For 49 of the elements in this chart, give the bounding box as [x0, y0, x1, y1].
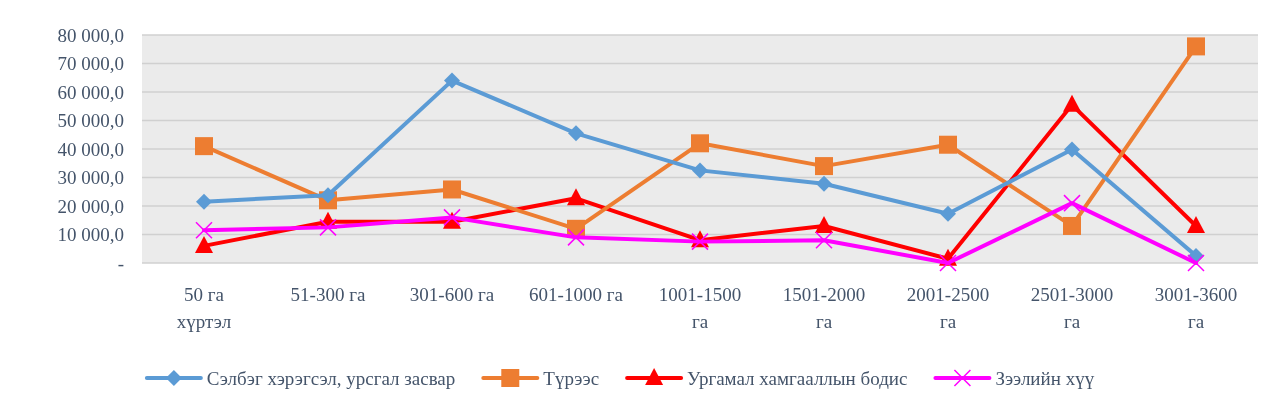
legend-label: Сэлбэг хэрэгсэл, урсгал засвар: [206, 367, 456, 389]
point: [567, 228, 585, 247]
point: [195, 221, 213, 239]
x-tick-label: 2501-3000 га: [1030, 284, 1114, 332]
point: [196, 193, 212, 210]
point: [444, 72, 460, 89]
x-tick-label: 50 га хүртэл: [176, 284, 232, 332]
x-tick-label: 1501-2000 га: [782, 284, 866, 332]
legend-label: Зээлийн хүү: [995, 367, 1095, 389]
point: [815, 231, 833, 249]
x-tick-label: 301-600 га: [409, 284, 495, 305]
point: [568, 125, 584, 142]
y-tick-label: 30 000,0: [57, 167, 124, 189]
point: [815, 215, 833, 233]
y-tick-label: 10 000,0: [57, 224, 124, 246]
point: [1063, 216, 1081, 235]
point: [816, 175, 832, 192]
y-tick-label: 40 000,0: [57, 138, 124, 160]
x-tick-label: 51-300 га: [290, 284, 366, 305]
point: [1063, 194, 1081, 212]
point: [691, 134, 709, 153]
point: [1063, 94, 1081, 112]
point: [939, 135, 957, 154]
point: [443, 180, 461, 199]
point: [815, 157, 833, 176]
point: [1064, 141, 1080, 158]
point: [195, 235, 213, 253]
point: [195, 137, 213, 156]
x-tick-label: 3001-3600 га: [1154, 284, 1238, 332]
x-tick-label: 1001-1500 га: [658, 284, 742, 332]
y-tick-label: 80 000,0: [57, 24, 124, 46]
y-tick-label: 50 000,0: [57, 110, 124, 132]
x-tick-label: 2001-2500 га: [906, 284, 990, 332]
point: [319, 218, 337, 237]
y-tick-label: -: [117, 252, 124, 274]
y-tick-label: 70 000,0: [57, 53, 124, 75]
point: [939, 254, 957, 272]
point: [1187, 37, 1205, 56]
point: [940, 205, 956, 222]
legend-label: Ургамал хамгааллын бодис: [687, 367, 908, 389]
y-tick-label: 20 000,0: [57, 195, 124, 217]
y-tick-label: 60 000,0: [57, 81, 124, 103]
point: [1187, 215, 1205, 233]
point: [320, 187, 336, 204]
legend-label: Түрээс: [543, 367, 600, 389]
point: [1187, 254, 1205, 272]
x-tick-label: 601-1000 га: [529, 284, 624, 305]
point: [692, 162, 708, 179]
point: [567, 188, 585, 206]
